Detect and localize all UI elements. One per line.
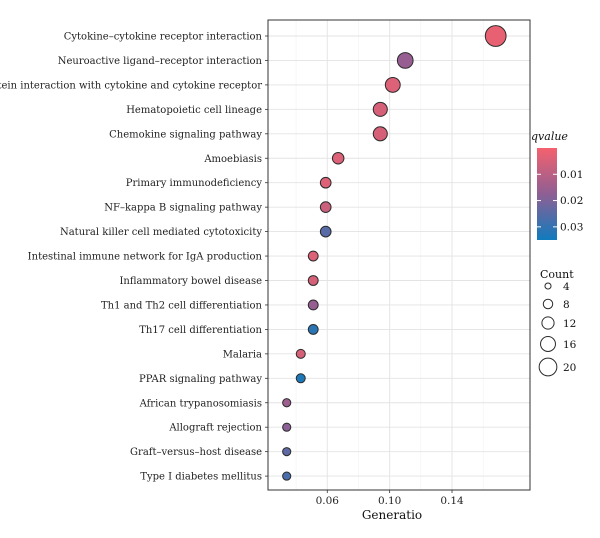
qvalue-color-bar (537, 148, 557, 240)
data-point (372, 101, 388, 117)
count-legend-circle (544, 282, 552, 290)
x-axis: 0.06 0.10 0.14 (316, 490, 464, 507)
y-tick-label: NF–kappa B signaling pathway (104, 203, 262, 214)
data-point (484, 25, 507, 47)
data-point (372, 126, 388, 142)
y-tick-label: Neuroactive ligand–receptor interaction (58, 56, 263, 67)
count-legend-circle (540, 336, 556, 352)
count-legend-label: 8 (563, 299, 570, 311)
plot-background (268, 20, 530, 490)
data-point (307, 299, 319, 311)
y-tick-label: Malaria (223, 349, 262, 360)
qvalue-tick-label: 0.02 (560, 195, 583, 207)
data-point (396, 52, 414, 69)
data-point (307, 250, 319, 262)
y-tick-label: Intestinal immune network for IgA produc… (28, 252, 263, 263)
qvalue-tick-label: 0.03 (560, 221, 583, 233)
x-tick-label: 0.10 (378, 495, 401, 507)
qvalue-legend-title: qvalue (531, 130, 568, 143)
y-tick-label: Primary immunodeficiency (126, 178, 263, 189)
count-legend-circle (538, 357, 558, 377)
y-tick-label: Th17 cell differentiation (139, 325, 262, 336)
qvalue-tick-label: 0.01 (560, 169, 583, 181)
data-points (282, 25, 507, 481)
count-legend: Count 4 8 12 16 20 (538, 268, 577, 377)
data-point (282, 447, 292, 457)
count-legend-circle (541, 316, 555, 330)
data-point (319, 176, 332, 189)
y-tick-label: Th1 and Th2 cell differentiation (101, 300, 263, 311)
y-tick-label: Viral protein interaction with cytokine … (0, 80, 262, 91)
count-legend-label: 20 (563, 362, 576, 374)
count-legend-label: 12 (563, 318, 576, 330)
y-tick-label: Chemokine signaling pathway (109, 129, 262, 140)
plot-border (267, 19, 531, 491)
count-legend-label: 4 (563, 281, 570, 293)
count-legend-label: 16 (563, 339, 577, 351)
data-point (295, 348, 306, 359)
x-tick-label: 0.14 (440, 495, 464, 507)
x-tick-label: 0.06 (316, 495, 340, 507)
qvalue-legend: qvalue 0.01 0.02 0.03 (531, 130, 583, 240)
data-point (319, 201, 332, 213)
count-legend-circle (542, 298, 554, 310)
y-tick-label: Cytokine–cytokine receptor interaction (64, 32, 263, 43)
y-tick-label: Allograft rejection (168, 423, 262, 434)
data-point (282, 398, 292, 408)
y-tick-label: Inflammatory bowel disease (119, 276, 262, 287)
y-tick-label: Type I diabetes mellitus (140, 472, 262, 483)
data-point (331, 151, 345, 165)
y-axis-labels: Cytokine–cytokine receptor interaction Ne… (0, 32, 268, 483)
data-point (295, 373, 306, 384)
data-point (282, 422, 292, 432)
y-tick-label: Hematopoietic cell lineage (126, 105, 262, 116)
count-legend-title: Count (540, 268, 574, 281)
data-point (282, 471, 292, 481)
data-point (307, 275, 319, 286)
y-tick-label: PPAR signaling pathway (139, 374, 262, 385)
data-point (319, 225, 332, 238)
x-axis-title: Generatio (362, 508, 422, 522)
data-point (307, 323, 319, 335)
y-tick-label: African trypanosomiasis (139, 398, 262, 409)
y-tick-label: Graft–versus–host disease (130, 447, 262, 458)
data-point (384, 76, 401, 93)
plot-panel (267, 19, 531, 491)
y-tick-label: Natural killer cell mediated cytotoxicit… (60, 227, 262, 238)
y-tick-label: Amoebiasis (203, 154, 262, 165)
